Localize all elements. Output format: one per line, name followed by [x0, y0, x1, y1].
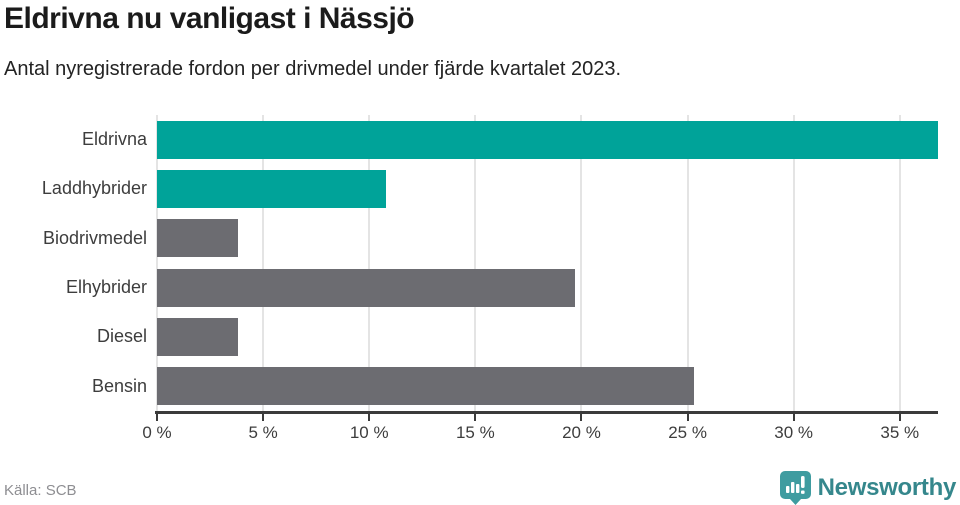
gridline	[262, 115, 265, 411]
tick-label: 0 %	[142, 423, 172, 442]
brand-name: Newsworthy	[817, 474, 957, 501]
source-label: Källa: SCB	[4, 482, 77, 499]
bar-track	[157, 263, 938, 312]
category-label: Laddhybrider	[41, 178, 147, 199]
tick-mark	[792, 414, 795, 421]
tick-mark	[156, 414, 158, 421]
bar	[157, 120, 938, 159]
tick-label: 15 %	[455, 423, 495, 442]
bar-chart-pin-icon	[779, 471, 811, 505]
tick-mark	[898, 414, 901, 421]
bar	[157, 219, 238, 258]
bar	[157, 268, 576, 307]
chart-row: Bensin	[0, 362, 938, 411]
tick-label: 10 %	[349, 423, 389, 442]
chart-row: Elhybrider	[0, 263, 938, 312]
category-label: Diesel	[96, 326, 147, 347]
bar-track	[157, 115, 938, 164]
category-label: Elhybrider	[65, 277, 147, 298]
tick-label: 30 %	[774, 423, 814, 442]
chart-title: Eldrivna nu vanligast i Nässjö	[4, 2, 415, 35]
bar-track	[157, 362, 938, 411]
category-label: Bensin	[91, 375, 147, 396]
bar-rows: Eldrivna Laddhybrider Biodrivmedel Elhybrid…	[0, 115, 938, 411]
tick-label: 25 %	[668, 423, 707, 442]
tick-mark	[580, 414, 583, 421]
tick-label: 5 %	[248, 423, 278, 442]
bar-track	[157, 164, 938, 213]
tick-label: 20 %	[562, 423, 601, 442]
x-axis-line	[155, 411, 938, 414]
bar	[157, 367, 694, 406]
chart-row: Eldrivna	[0, 115, 938, 164]
bar-track	[157, 214, 938, 263]
gridline	[474, 115, 477, 411]
gridline	[898, 115, 901, 411]
category-label: Biodrivmedel	[42, 227, 147, 248]
gridline	[368, 115, 371, 411]
tick-mark	[368, 414, 371, 421]
gridline	[792, 115, 795, 411]
chart-row: Diesel	[0, 312, 938, 361]
gridline	[156, 115, 158, 411]
tick-label: 35 %	[880, 423, 920, 442]
tick-mark	[686, 414, 689, 421]
chart-row: Laddhybrider	[0, 164, 938, 213]
gridline	[580, 115, 583, 411]
chart-row: Biodrivmedel	[0, 214, 938, 263]
gridline	[686, 115, 689, 411]
plot-area	[156, 115, 938, 411]
bar	[157, 169, 387, 208]
tick-mark	[262, 414, 265, 421]
tick-mark	[474, 414, 477, 421]
bar	[157, 317, 238, 356]
category-label: Eldrivna	[81, 129, 147, 150]
bar-track	[157, 312, 938, 361]
x-axis-ticks: 0 % 5 % 10 % 15 % 20 % 25 % 30 % 35 %	[142, 414, 938, 454]
chart-subtitle: Antal nyregistrerade fordon per drivmede…	[4, 58, 622, 80]
newsworthy-logo: Newsworthy	[779, 471, 957, 505]
